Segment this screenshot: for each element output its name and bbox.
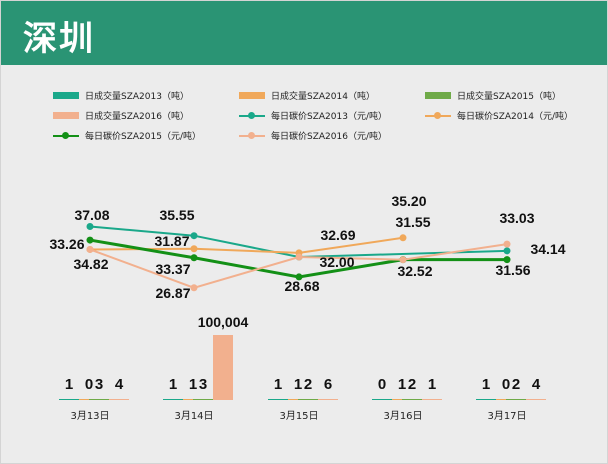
price-value-label: 31.56	[495, 262, 530, 278]
bar-value-label: 1	[398, 376, 406, 393]
price-value-label: 34.82	[73, 256, 108, 272]
legend-label: 日成交量SZA2015（吨）	[457, 92, 561, 102]
legend-label: 日成交量SZA2016（吨）	[85, 112, 189, 122]
price-value-label: 32.52	[397, 263, 432, 279]
price-point	[190, 245, 198, 253]
price-value-label: 28.68	[284, 278, 319, 294]
legend-label: 日成交量SZA2013（吨）	[85, 92, 189, 102]
price-point	[503, 256, 511, 264]
price-line-0	[89, 225, 508, 259]
bar-value-label: 1	[65, 376, 73, 393]
bar-2-3	[402, 399, 422, 400]
x-tick-label: 3月15日	[279, 410, 318, 422]
bar-2-1	[193, 399, 213, 400]
legend-label: 每日碳价SZA2016（元/吨）	[271, 132, 387, 142]
legend-swatch	[239, 92, 265, 99]
bar-3-1	[213, 335, 233, 400]
bar-value-label: 2	[304, 376, 312, 393]
legend-swatch	[53, 92, 79, 99]
legend-label: 每日碳价SZA2013（元/吨）	[271, 112, 387, 122]
bar-value-label: 1	[189, 376, 197, 393]
legend-marker	[434, 112, 441, 119]
bar-value-label: 1	[428, 376, 436, 393]
x-tick-label: 3月16日	[383, 410, 422, 422]
price-value-label: 37.08	[74, 207, 109, 223]
bar-3-3	[422, 399, 442, 400]
price-point	[399, 234, 407, 242]
price-point	[86, 245, 94, 253]
x-tick-label: 3月13日	[70, 410, 109, 422]
price-point	[295, 273, 303, 281]
bar-value-label: 4	[532, 376, 541, 393]
bar-3-2	[318, 399, 338, 400]
bar-0-4	[476, 399, 496, 400]
bar-value-label: 2	[512, 376, 520, 393]
price-point	[503, 240, 511, 248]
x-tick-label: 3月14日	[174, 410, 213, 422]
price-value-label: 35.20	[391, 193, 426, 209]
price-value-label: 33.03	[499, 210, 534, 226]
legend-marker	[248, 112, 255, 119]
legend-swatch	[53, 112, 79, 119]
bar-value-label: 100,004	[198, 314, 249, 330]
price-point	[190, 232, 198, 240]
bar-value-label: 1	[294, 376, 302, 393]
bar-value-label: 4	[115, 376, 124, 393]
price-point	[86, 236, 94, 244]
legend-swatch	[425, 92, 451, 99]
price-value-label: 34.14	[530, 241, 565, 257]
bar-value-label: 0	[85, 376, 93, 393]
page-title: 深圳	[23, 19, 95, 59]
price-value-label: 31.55	[395, 214, 430, 230]
bar-value-label: 2	[408, 376, 416, 393]
bar-value-label: 1	[482, 376, 490, 393]
price-value-label: 35.55	[159, 207, 194, 223]
bar-value-label: 1	[169, 376, 177, 393]
bar-value-label: 0	[378, 376, 386, 393]
bar-value-label: 3	[199, 376, 207, 393]
price-point	[399, 256, 407, 264]
price-point	[190, 254, 198, 262]
price-value-label: 31.87	[154, 233, 189, 249]
legend-marker	[248, 132, 255, 139]
bar-3-4	[526, 399, 546, 400]
title-banner: 深圳	[1, 1, 607, 65]
bar-2-0	[89, 399, 109, 400]
legend-marker	[62, 132, 69, 139]
price-value-label: 33.37	[155, 261, 190, 277]
bar-0-2	[268, 399, 288, 400]
bar-3-0	[109, 399, 129, 400]
price-point	[503, 247, 511, 255]
legend-label: 每日碳价SZA2014（元/吨）	[457, 112, 573, 122]
price-point	[86, 223, 94, 231]
x-tick-label: 3月17日	[487, 410, 526, 422]
bar-0-0	[59, 399, 79, 400]
price-point	[295, 253, 303, 261]
bar-2-4	[506, 399, 526, 400]
bar-value-label: 6	[324, 376, 332, 393]
price-value-label: 26.87	[155, 285, 190, 301]
bar-2-2	[298, 399, 318, 400]
bar-value-label: 3	[95, 376, 103, 393]
bar-0-1	[163, 399, 183, 400]
bar-value-label: 1	[274, 376, 282, 393]
price-point	[190, 284, 198, 292]
price-value-label: 32.00	[319, 254, 354, 270]
price-value-label: 32.69	[320, 227, 355, 243]
bar-value-label: 0	[502, 376, 510, 393]
legend-label: 日成交量SZA2014（吨）	[271, 92, 375, 102]
legend-label: 每日碳价SZA2015（元/吨）	[85, 132, 201, 142]
bar-0-3	[372, 399, 392, 400]
price-value-label: 33.26	[49, 236, 84, 252]
